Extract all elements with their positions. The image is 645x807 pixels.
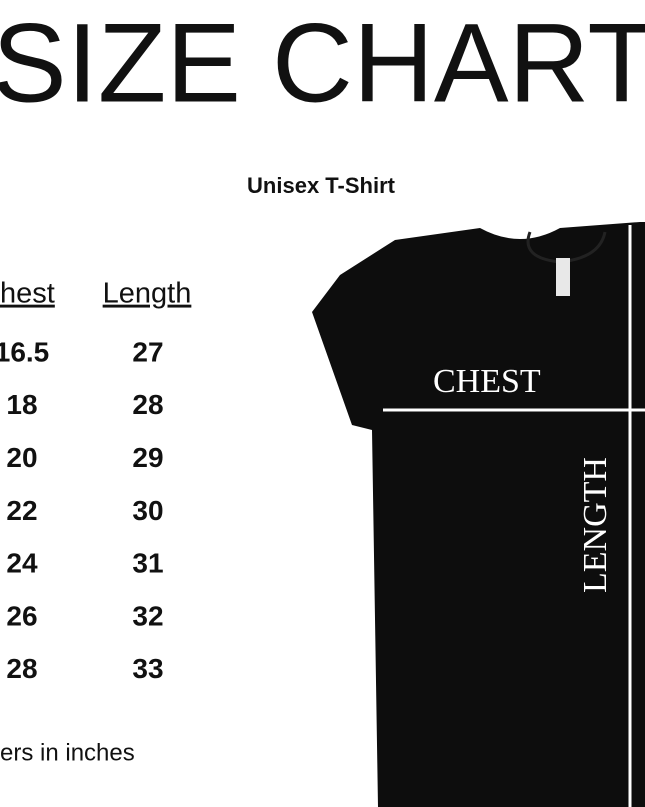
chest-label: CHEST [433, 363, 541, 400]
table-cell: 28 [6, 653, 37, 684]
title: SIZE CHART [0, 1, 645, 126]
table-cell: 22 [6, 495, 37, 526]
footer-note: ers in inches [0, 739, 135, 766]
table-cell: 32 [132, 600, 163, 631]
table-cell: 18 [6, 389, 37, 420]
table-cell: 29 [132, 442, 163, 473]
table-cell: 33 [132, 653, 163, 684]
table-cell: 31 [132, 548, 163, 579]
table-cell: 27 [132, 336, 163, 367]
size-table: hest Length 16.5 27 18 28 20 29 22 30 24 31 26 32 28 33 [0, 278, 191, 685]
subtitle: Unisex T-Shirt [247, 173, 396, 198]
table-cell: 26 [6, 600, 37, 631]
table-cell: 20 [6, 442, 37, 473]
column-header: Length [103, 278, 192, 310]
table-cell: 28 [132, 389, 163, 420]
shirt [312, 222, 645, 807]
length-label: LENGTH [577, 457, 614, 593]
column-header: hest [0, 278, 55, 310]
shirt-tag [556, 258, 570, 296]
table-cell: 30 [132, 495, 163, 526]
table-cell: 16.5 [0, 336, 49, 367]
table-cell: 24 [6, 548, 38, 579]
